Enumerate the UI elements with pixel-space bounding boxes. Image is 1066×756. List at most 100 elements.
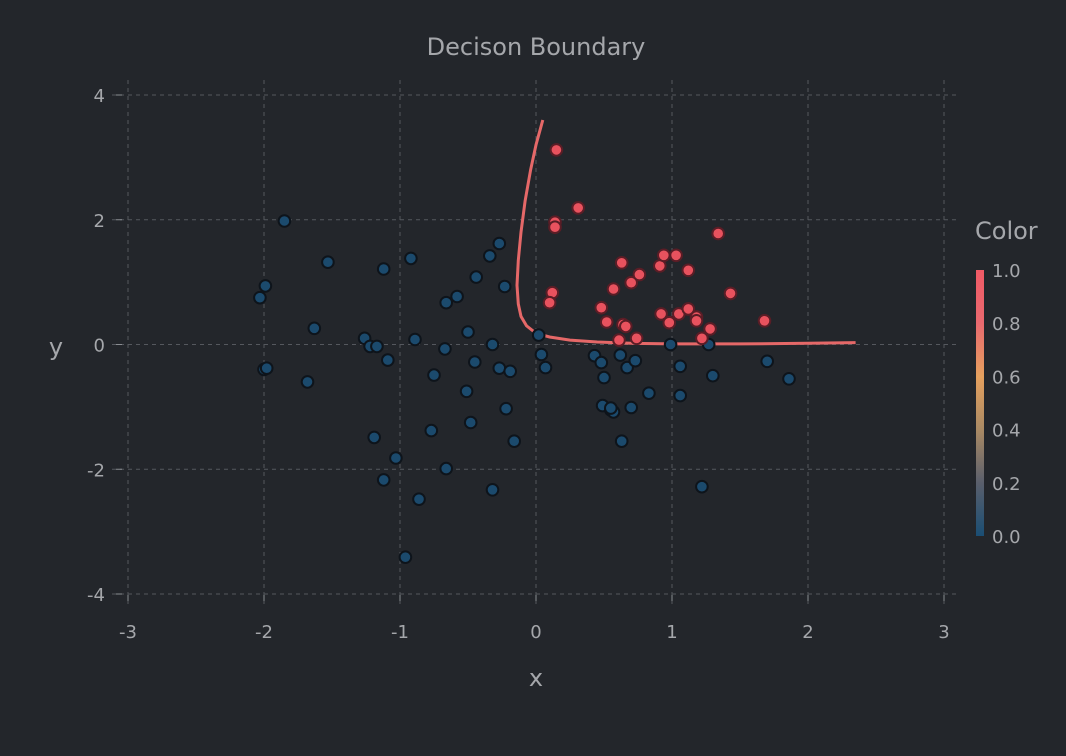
data-point-class-0 [760,354,775,369]
data-point-class-0 [507,434,522,449]
data-point-class-0 [404,251,418,266]
colorbar-tick-label: 0.2 [992,474,1021,495]
data-point-class-1 [599,315,614,329]
data-point-class-0 [594,355,609,370]
data-point-class-0 [439,461,454,476]
y-tick-label: -2 [87,460,105,481]
data-point-class-1 [695,331,709,346]
data-point-class-0 [531,328,546,342]
data-point-class-0 [398,550,413,565]
x-tick-label: -3 [119,622,137,643]
y-tick-label: 0 [94,336,105,357]
data-point-class-0 [628,353,643,368]
data-point-class-0 [614,434,629,449]
data-point-class-0 [642,386,656,401]
data-point-class-0 [534,347,549,362]
x-tick-label: 1 [666,622,677,643]
y-axis-label: y [49,333,63,361]
tick-labels: -3 -2 -1 0 1 2 3 -4 -2 0 2 4 [87,86,950,643]
data-point-class-0 [459,384,474,399]
colorbar-tick-label: 1.0 [992,261,1021,282]
colorbar-gradient [976,270,984,536]
data-point-class-0 [408,332,422,347]
data-point-class-0 [468,355,482,369]
data-point-class-0 [321,255,335,270]
data-point-class-1 [548,220,562,234]
data-point-class-0 [673,388,688,403]
x-axis-label: x [529,664,543,692]
colorbar-tick-label: 0.8 [992,314,1021,335]
data-point-class-0 [427,368,441,382]
data-point-class-0 [461,325,475,339]
colorbar-tick-label: 0.6 [992,367,1021,388]
data-point-class-0 [492,236,507,251]
x-tick-label: -1 [391,622,409,643]
data-point-class-1 [606,282,621,296]
data-point-class-1 [681,263,696,278]
data-point-class-0 [424,423,439,438]
data-point-class-0 [253,290,267,305]
colorbar-title: Color [975,217,1038,245]
x-tick-label: 3 [938,622,949,643]
x-tick-label: -2 [255,622,273,643]
data-point-class-0 [381,353,395,367]
colorbar: Color 0.0 0.2 0.4 0.6 0.8 1.0 [975,217,1038,548]
data-point-class-0 [259,361,274,376]
data-point-class-1 [662,315,677,330]
data-point-class-1 [594,300,609,315]
data-point-class-0 [376,262,391,276]
y-tick-label: -4 [87,585,105,606]
data-point-class-0 [673,359,688,374]
data-point-class-1 [654,307,668,321]
data-point-class-1 [549,143,564,157]
colorbar-ticks: 0.0 0.2 0.4 0.6 0.8 1.0 [992,261,1021,548]
data-point-class-1 [629,331,644,346]
data-point-class-0 [706,368,720,383]
data-point-class-0 [695,479,709,494]
y-tick-label: 2 [94,211,105,232]
data-point-class-0 [499,401,513,416]
chart-title: Decison Boundary [427,33,646,61]
colorbar-tick-label: 0.4 [992,421,1021,442]
data-point-class-0 [503,364,518,379]
colorbar-tick-label: 0.0 [992,527,1021,548]
data-point-class-0 [450,289,464,304]
x-tick-label: 0 [530,622,541,643]
data-point-class-0 [597,370,611,385]
data-point-class-1 [624,275,639,290]
data-point-class-0 [485,483,500,497]
data-point-class-0 [367,430,382,445]
data-point-class-0 [624,400,639,415]
data-point-class-1 [632,267,647,282]
data-point-class-0 [300,375,315,389]
x-tick-label: 2 [802,622,813,643]
data-point-class-0 [463,415,478,430]
data-point-class-1 [612,333,626,347]
data-points [253,143,796,565]
data-point-class-0 [604,401,618,415]
data-point-class-1 [669,248,683,263]
data-point-class-1 [657,248,671,263]
data-point-class-0 [485,337,500,352]
data-point-class-0 [307,321,322,336]
data-point-class-0 [277,214,292,228]
data-point-class-0 [258,279,273,293]
data-point-class-0 [492,361,507,376]
data-point-class-0 [438,342,452,356]
data-point-class-1 [689,314,704,328]
data-point-class-0 [497,279,512,294]
data-point-class-0 [663,337,678,352]
data-point-class-1 [723,286,738,301]
data-point-class-0 [370,339,384,354]
data-point-class-1 [571,201,586,215]
data-point-class-0 [439,295,454,310]
data-point-class-1 [703,322,717,336]
data-point-class-0 [389,451,403,465]
data-point-class-0 [782,372,796,386]
data-point-class-1 [619,319,633,334]
data-point-class-0 [412,492,426,507]
data-point-class-0 [613,348,628,362]
data-point-class-1 [757,314,772,328]
data-point-class-1 [711,226,726,241]
